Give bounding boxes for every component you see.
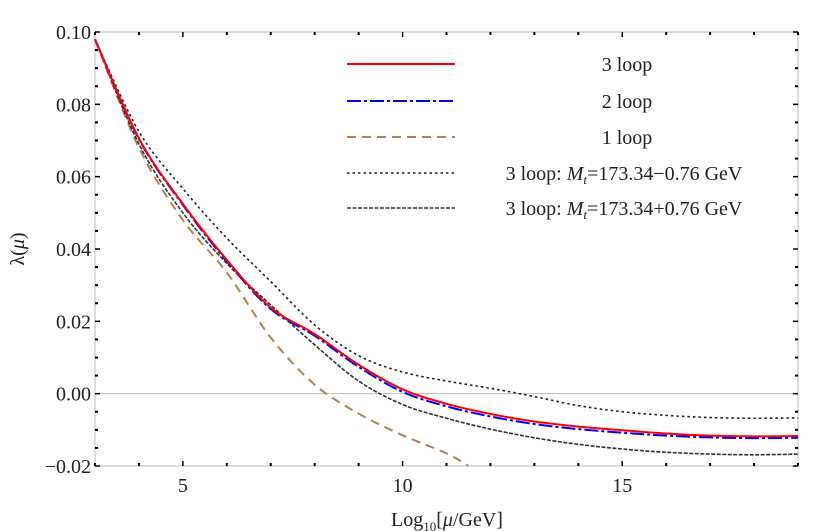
x-axis-label: Log10[μ/GeV] <box>391 509 503 531</box>
legend-label: 3 loop <box>602 54 653 76</box>
plot-border <box>94 31 799 467</box>
y-tick-label: 0.08 <box>56 94 91 116</box>
y-tick-label: 0.10 <box>56 22 91 44</box>
axis-ticks: 5 10 15 −0.02 0.00 0.02 0.04 0.06 0.08 0.10 <box>45 22 799 497</box>
legend-label: 3 loop: Mt=173.34−0.76 GeV <box>506 163 743 187</box>
series-line-0 <box>94 38 799 438</box>
legend-label: 3 loop: Mt=173.34+0.76 GeV <box>506 198 743 222</box>
x-tick-label: 15 <box>612 475 632 497</box>
y-tick-label: 0.00 <box>56 384 91 406</box>
legend-label: 2 loop <box>602 91 653 113</box>
series-line-1 <box>94 38 799 440</box>
y-axis-label: λ(μ) <box>7 232 29 265</box>
legend-label: 1 loop <box>602 127 653 149</box>
plot-frame <box>94 31 799 467</box>
series-line-2 <box>94 38 469 467</box>
y-tick-label: 0.06 <box>56 167 91 189</box>
y-tick-label: 0.02 <box>56 311 91 333</box>
series-line-4 <box>94 38 799 456</box>
legend: 3 loop 2 loop 1 loop 3 loop: Mt=173.34−0.76… <box>347 54 743 222</box>
series-group <box>94 38 799 467</box>
series-line-3 <box>94 38 799 420</box>
y-tick-label: −0.02 <box>45 456 91 478</box>
x-tick-label: 5 <box>178 475 188 497</box>
y-tick-label: 0.04 <box>56 239 91 261</box>
x-tick-label: 10 <box>393 475 413 497</box>
